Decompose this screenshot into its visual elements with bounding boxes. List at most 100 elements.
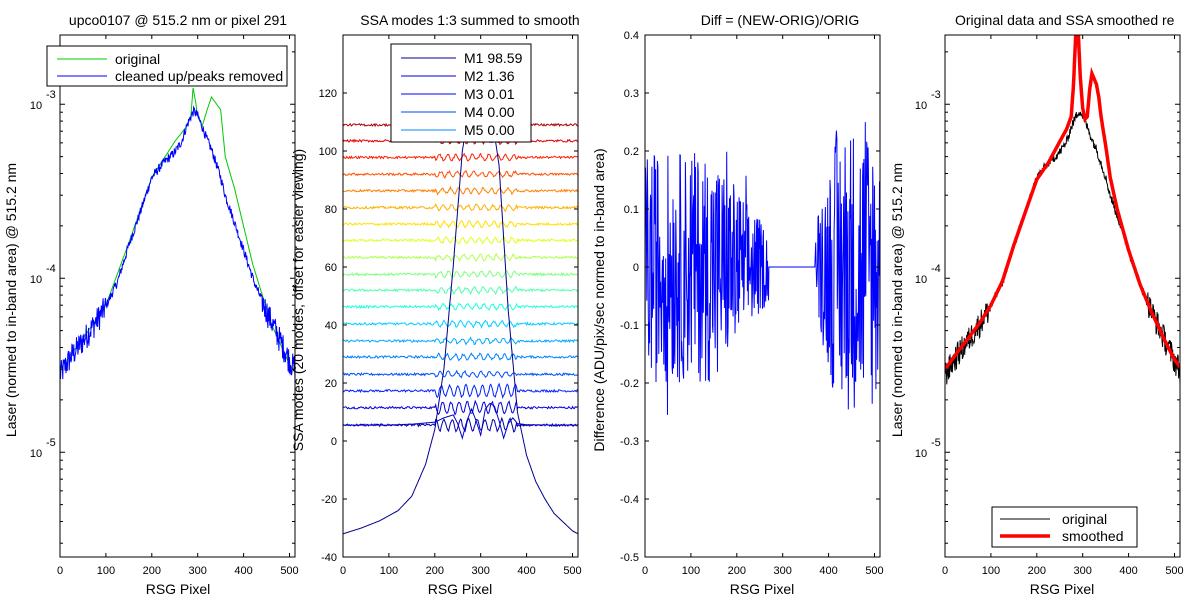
y-tick-label: 0.2 [624,146,639,158]
mode-line [343,252,578,263]
mode-1-line [343,103,578,535]
axes-box [644,34,881,558]
legend-label: M1 98.59 [464,50,523,66]
x-tick-label: 400 [517,565,535,577]
y-tick-exponent: -4 [931,263,941,275]
y-tick-label: 10 [915,448,927,460]
x-tick-label: 0 [942,565,948,577]
legend-label: original [115,51,160,67]
x-tick-label: 300 [774,565,792,577]
mode-line [343,285,578,296]
y-tick-label: -0.3 [620,436,639,448]
y-tick-label: 0.1 [624,204,639,216]
mode-line [343,269,578,279]
y-tick-label: 40 [325,320,337,332]
mode-2-line [343,402,578,440]
y-tick-label: 10 [915,274,927,286]
panel-4-ylabel: Laser (normed to in-band area) @ 515.2 n… [889,163,905,437]
panel-2-ylabel: SSA modes (20 modes, offset for easier v… [290,149,306,451]
y-tick-exponent: -4 [46,263,56,275]
x-tick-label: 100 [380,565,398,577]
mode-line [343,202,578,213]
legend-label: M3 0.01 [464,86,515,102]
legend-box [46,45,288,87]
y-tick-exponent: -5 [46,437,56,449]
legend-label: M5 0.00 [464,122,515,138]
mode-line [343,399,578,416]
x-tick-label: 500 [280,565,298,577]
x-tick-label: 500 [865,565,883,577]
plot-area [945,35,1180,385]
panel-1-xlabel: RSG Pixel [146,581,211,597]
legend-label: original [1062,511,1107,527]
y-tick-label: 10 [30,274,42,286]
panel-2-title: SSA modes 1:3 summed to smooth [360,12,579,28]
panel-difference: Diff = (NEW-ORIG)/ORIG RSG Pixel Differe… [591,12,884,597]
panel-2-xlabel: RSG Pixel [428,581,493,597]
y-tick-label: 120 [319,88,337,100]
x-tick-label: 500 [563,565,581,577]
y-tick-label: -0.5 [620,552,639,564]
mode-line [343,382,578,400]
panel-laser-profile: upco0107 @ 515.2 nm or pixel 291 RSG Pix… [3,12,299,597]
x-tick-label: 100 [982,565,1000,577]
y-tick-exponent: -3 [46,89,56,101]
y-tick-label: -0.2 [620,378,639,390]
y-tick-label: 60 [325,262,337,274]
x-tick-label: 300 [189,565,207,577]
plot-area [60,87,295,382]
plot-area [645,122,880,415]
mode-line [343,369,578,379]
x-tick-label: 200 [728,565,746,577]
panel-4-xlabel: RSG Pixel [1030,581,1095,597]
x-tick-label: 500 [1165,565,1183,577]
legend-label: smoothed [1062,528,1123,544]
mode-line [343,352,578,362]
series-line-smoothed [945,35,1180,371]
legend-label: M4 0.00 [464,104,515,120]
mode-line [343,235,578,245]
x-tick-label: 400 [234,565,252,577]
mode-line [343,219,578,230]
axes-box [944,34,1181,558]
x-tick-label: 0 [340,565,346,577]
y-tick-label: 10 [30,100,42,112]
y-tick-label: 100 [319,146,337,158]
panel-3-xlabel: RSG Pixel [730,581,795,597]
mode-line [343,302,578,312]
mode-line [343,336,578,346]
x-tick-label: 300 [1074,565,1092,577]
difference-line [645,122,880,415]
x-tick-label: 400 [819,565,837,577]
panel-1-title: upco0107 @ 515.2 nm or pixel 291 [69,12,287,28]
panel-smoothed-comparison: Original data and SSA smoothed re RSG Pi… [889,12,1184,597]
y-tick-label: 0.3 [624,88,639,100]
x-tick-label: 200 [143,565,161,577]
legend-box [991,506,1138,548]
y-tick-label: 0.4 [624,30,639,42]
panel-3-title: Diff = (NEW-ORIG)/ORIG [701,12,860,28]
y-tick-label: 0 [633,262,639,274]
x-tick-label: 200 [426,565,444,577]
axes-box [59,34,296,558]
mode-line [343,152,578,162]
x-tick-label: 100 [97,565,115,577]
y-tick-label: -0.4 [620,494,639,506]
y-tick-label: -0.1 [620,320,639,332]
x-tick-label: 300 [472,565,490,577]
y-tick-exponent: -5 [931,437,941,449]
panel-ssa-modes: SSA modes 1:3 summed to smooth RSG Pixel… [290,12,582,597]
y-tick-label: -40 [321,552,337,564]
legend-label: cleaned up/peaks removed [115,68,283,84]
x-tick-label: 100 [682,565,700,577]
plot-area [343,103,578,535]
mode-line [343,319,578,329]
panel-4-title: Original data and SSA smoothed re [955,12,1175,28]
y-tick-label: 20 [325,378,337,390]
y-tick-exponent: -3 [931,89,941,101]
axes-box [342,34,579,558]
x-tick-label: 0 [642,565,648,577]
x-tick-label: 200 [1028,565,1046,577]
